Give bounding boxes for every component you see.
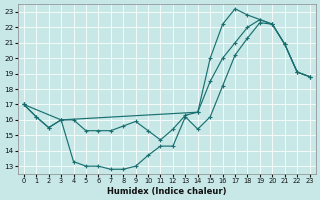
X-axis label: Humidex (Indice chaleur): Humidex (Indice chaleur) [107, 187, 227, 196]
